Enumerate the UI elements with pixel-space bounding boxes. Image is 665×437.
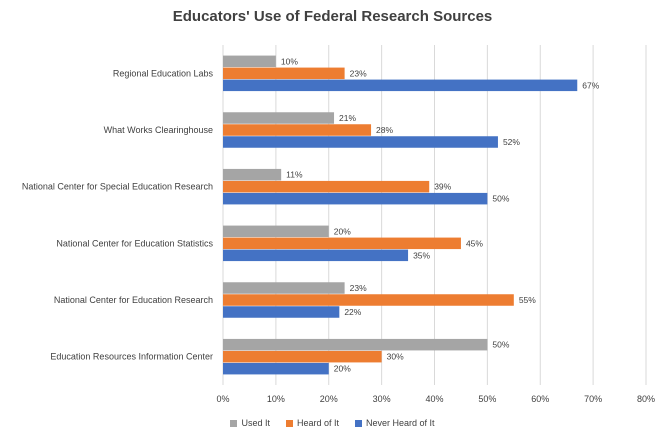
category-label: Regional Education Labs xyxy=(113,68,214,78)
bar xyxy=(223,136,498,148)
data-label: 11% xyxy=(286,170,303,180)
bar xyxy=(223,112,335,124)
bar xyxy=(223,362,329,375)
data-label: 50% xyxy=(492,340,509,350)
bar xyxy=(223,180,430,193)
legend-item: Used It xyxy=(230,418,270,428)
data-label: 55% xyxy=(519,295,536,305)
bar xyxy=(223,225,329,238)
data-label: 50% xyxy=(492,194,509,204)
bar xyxy=(223,79,578,92)
legend-label: Heard of It xyxy=(296,418,339,428)
category-label: National Center for Education Statistics xyxy=(56,238,213,248)
bar xyxy=(223,55,276,68)
category-label: National Center for Education Research xyxy=(54,295,213,305)
data-label: 45% xyxy=(466,238,483,248)
data-label: 23% xyxy=(350,68,367,78)
x-tick-label: 50% xyxy=(478,394,496,404)
x-tick-label: 0% xyxy=(216,394,229,404)
data-label: 10% xyxy=(281,56,298,66)
bar xyxy=(223,192,488,205)
x-tick-label: 10% xyxy=(267,394,285,404)
x-tick-label: 20% xyxy=(320,394,338,404)
bar xyxy=(223,249,409,262)
data-label: 39% xyxy=(434,182,451,192)
x-tick-label: 70% xyxy=(584,394,602,404)
bar xyxy=(223,306,340,318)
legend-label: Never Heard of It xyxy=(366,418,435,428)
category-label: What Works Clearinghouse xyxy=(104,125,213,135)
data-label: 52% xyxy=(503,137,520,147)
bar xyxy=(223,294,514,306)
data-label: 22% xyxy=(344,307,361,317)
category-label: National Center for Special Education Re… xyxy=(22,182,213,192)
data-label: 35% xyxy=(413,250,430,260)
bar xyxy=(223,350,382,363)
data-label: 23% xyxy=(350,283,367,293)
bar xyxy=(223,338,488,351)
x-tick-label: 30% xyxy=(373,394,391,404)
chart-legend: Used It Heard of It Never Heard of It xyxy=(0,418,665,428)
data-label: 20% xyxy=(334,364,351,374)
legend-swatch xyxy=(285,419,293,427)
bar xyxy=(223,67,345,80)
data-label: 20% xyxy=(334,226,351,236)
legend-item: Never Heard of It xyxy=(355,418,435,428)
data-label: 28% xyxy=(376,125,393,135)
category-label: Education Resources Information Center xyxy=(50,352,213,362)
legend-swatch xyxy=(355,419,362,427)
bar xyxy=(223,282,345,294)
bar xyxy=(223,237,461,250)
x-tick-label: 80% xyxy=(637,394,655,404)
chart-title: Educators' Use of Federal Research Sourc… xyxy=(172,8,493,25)
data-label: 30% xyxy=(387,352,404,362)
x-tick-label: 60% xyxy=(531,394,549,404)
bar xyxy=(223,168,282,181)
x-tick-label: 40% xyxy=(425,394,443,404)
data-label: 21% xyxy=(339,113,356,123)
legend-item: Heard of It xyxy=(285,418,339,428)
legend-label: Used It xyxy=(241,418,270,428)
bar xyxy=(223,124,372,136)
legend-swatch xyxy=(230,419,238,427)
data-label: 67% xyxy=(582,80,599,90)
